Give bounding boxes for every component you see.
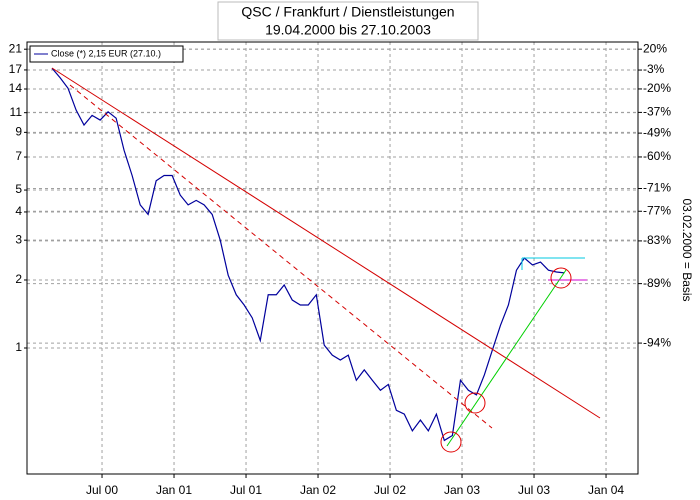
- y2-tick-label: -3%: [643, 62, 665, 76]
- plot-area: 21171411975432120%-3%-20%-37%-49%-60%-71…: [9, 41, 672, 497]
- y-tick-label: 5: [15, 182, 22, 196]
- y-tick-label: 14: [9, 81, 23, 95]
- chart-subtitle: 19.04.2000 bis 27.10.2003: [265, 22, 431, 38]
- y2-tick-label: -89%: [643, 276, 671, 290]
- marker-circle: [440, 431, 462, 453]
- x-tick-label: Jul 01: [230, 483, 262, 497]
- price-line: [51, 67, 565, 442]
- x-tick-label: Jan 02: [300, 483, 336, 497]
- y-tick-label: 11: [10, 105, 23, 119]
- y-tick-label: 21: [9, 41, 23, 55]
- y2-tick-label: -37%: [643, 105, 671, 119]
- x-tick-label: Jul 00: [86, 483, 118, 497]
- legend: [29, 45, 184, 63]
- title-box: [217, 1, 479, 41]
- y-tick-label: 17: [9, 62, 23, 76]
- x-tick-label: Jul 03: [518, 483, 550, 497]
- trend-line-up: [446, 269, 567, 447]
- trend-line-dashed: [69, 84, 493, 429]
- trend-line: [51, 67, 601, 419]
- y2-tick-label: -77%: [643, 203, 671, 217]
- y2-tick-label: -83%: [643, 233, 671, 247]
- y2-tick-label: -49%: [643, 125, 671, 139]
- x-tick-label: Jan 03: [444, 483, 480, 497]
- y2-tick-label: 20%: [643, 41, 667, 55]
- y-tick-label: 1: [15, 340, 22, 354]
- y2-tick-label: -71%: [643, 181, 671, 195]
- marker-circle: [550, 267, 572, 289]
- legend-label: Close (*) 2,15 EUR (27.10.): [51, 48, 161, 58]
- chart-title: QSC / Frankfurt / Dienstleistungen: [241, 4, 454, 20]
- y2-axis-label: 03.02.2000 = Basis: [680, 198, 694, 301]
- marker-circle: [464, 392, 486, 414]
- y-tick-label: 4: [15, 204, 22, 218]
- x-tick-label: Jul 02: [374, 483, 406, 497]
- y2-tick-label: -20%: [643, 81, 671, 95]
- y-tick-label: 3: [15, 232, 22, 246]
- y2-tick-label: -60%: [643, 149, 671, 163]
- annotations: [51, 67, 601, 453]
- y-tick-label: 7: [15, 149, 22, 163]
- y2-tick-label: -94%: [643, 335, 671, 349]
- y-tick-label: 2: [15, 272, 22, 286]
- plot-border: [26, 41, 639, 475]
- x-tick-label: Jan 04: [588, 483, 624, 497]
- y-tick-label: 9: [15, 125, 22, 139]
- x-tick-label: Jan 01: [156, 483, 192, 497]
